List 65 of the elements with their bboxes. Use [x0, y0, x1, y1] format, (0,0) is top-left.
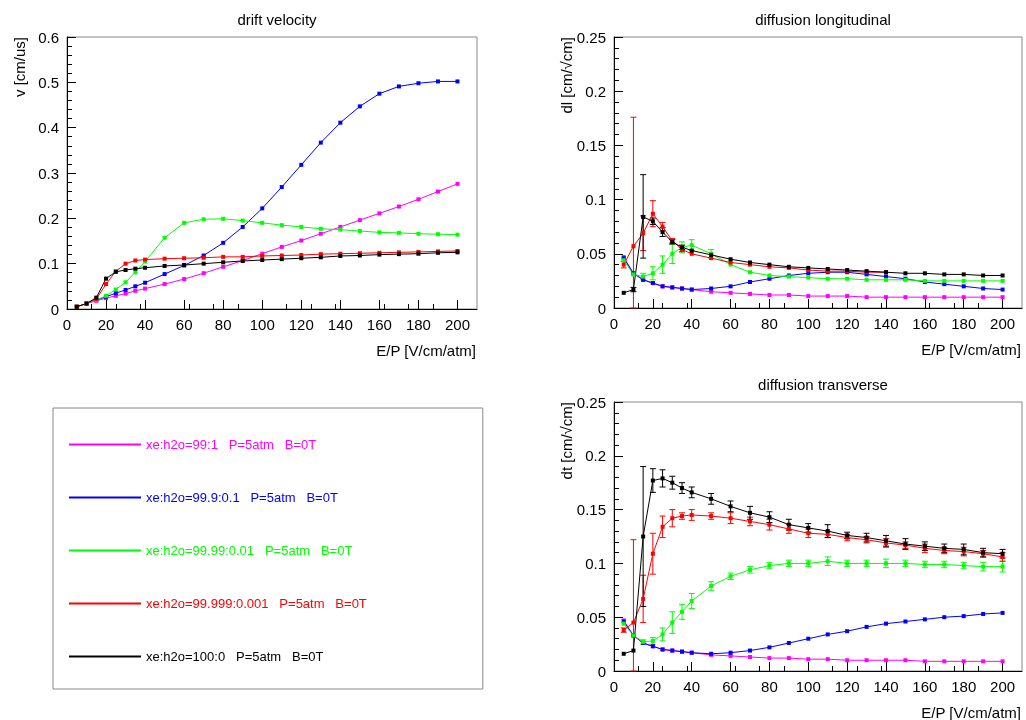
x-tick-label: 120 [834, 315, 860, 332]
x-tick-label: 60 [722, 678, 739, 695]
y-tick-label: 0.1 [38, 255, 59, 273]
x-tick-label: 160 [912, 678, 938, 695]
x-tick-label: 40 [683, 315, 701, 332]
x-tick-label: 200 [990, 678, 1016, 695]
x-axis-title: E/P [V/cm/atm] [376, 342, 476, 359]
y-tick-label: 0 [50, 300, 59, 318]
x-tick-label: 160 [366, 316, 392, 333]
chart-title: drift velocity [237, 11, 318, 28]
chart-title: diffusion longitudinal [755, 11, 891, 28]
x-tick-label: 120 [288, 316, 314, 333]
text: xe:h2o=100:0 P=5atm B=0T [146, 649, 324, 664]
x-tick-label: 80 [761, 315, 778, 332]
y-axis-title: dt [cm/√cm] [557, 402, 575, 480]
x-tick-label: 0 [609, 678, 619, 695]
x-tick-label: 180 [951, 678, 977, 695]
text: xe:h2o=99.9:0.1 P=5atm B=0T [146, 490, 338, 505]
y-tick-label: 0.6 [38, 28, 59, 46]
text: xe:h2o=99.999:0.001 P=5atm B=0T [146, 596, 367, 611]
x-tick-label: 140 [873, 315, 899, 332]
x-tick-label: 100 [795, 315, 821, 332]
y-tick-label: 0.1 [585, 554, 606, 572]
x-tick-label: 60 [175, 316, 193, 333]
x-tick-label: 140 [327, 316, 353, 333]
x-tick-label: 20 [644, 678, 662, 695]
x-tick-label: 20 [644, 315, 662, 332]
x-tick-label: 140 [873, 678, 899, 695]
y-tick-label: 0 [597, 662, 606, 680]
x-tick-label: 0 [609, 315, 619, 332]
y-tick-label: 0.15 [576, 136, 606, 154]
y-tick-label: 0.05 [576, 608, 606, 626]
x-tick-label: 60 [722, 315, 739, 332]
y-tick-label: 0.25 [576, 28, 606, 46]
y-tick-label: 0.25 [576, 393, 606, 411]
x-tick-label: 100 [249, 316, 275, 333]
x-tick-label: 100 [795, 678, 821, 695]
text: xe:h2o=99.99:0.01 P=5atm B=0T [146, 543, 353, 558]
x-tick-label: 0 [62, 316, 72, 333]
y-tick-label: 0 [597, 299, 606, 317]
y-tick-label: 0.3 [38, 164, 59, 182]
y-tick-label: 0.2 [38, 209, 59, 227]
x-axis-title: E/P [V/cm/atm] [921, 341, 1021, 358]
x-tick-label: 120 [834, 678, 860, 695]
y-axis-title: dl [cm/√cm] [557, 37, 575, 114]
x-tick-label: 180 [951, 315, 977, 332]
x-tick-label: 80 [214, 316, 232, 333]
x-tick-label: 40 [136, 316, 154, 333]
x-tick-label: 80 [761, 678, 778, 695]
y-tick-label: 0.4 [38, 119, 59, 137]
y-tick-label: 0.1 [585, 191, 606, 209]
y-tick-label: 0.05 [576, 245, 606, 263]
x-tick-label: 200 [444, 316, 470, 333]
y-tick-label: 0.2 [585, 447, 606, 465]
x-tick-label: 180 [405, 316, 431, 333]
x-tick-label: 200 [990, 315, 1016, 332]
x-tick-label: 40 [683, 678, 701, 695]
y-tick-label: 0.2 [585, 82, 606, 100]
x-tick-label: 20 [97, 316, 115, 333]
y-axis-title: v [cm/us] [10, 37, 28, 98]
text: xe:h2o=99:1 P=5atm B=0T [146, 437, 317, 452]
chart-title: diffusion transverse [758, 376, 888, 393]
x-tick-label: 160 [912, 315, 938, 332]
y-tick-label: 0.15 [576, 501, 606, 519]
y-tick-label: 0.5 [38, 73, 59, 91]
